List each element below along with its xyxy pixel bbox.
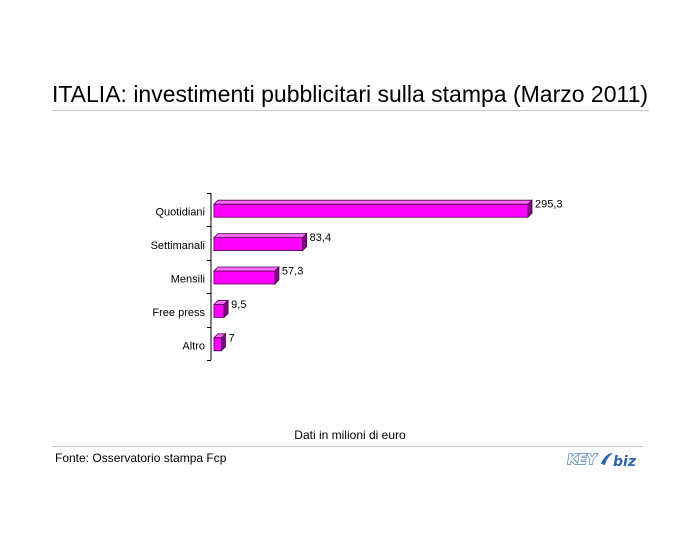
value-label: 83,4 [310, 232, 331, 244]
category-label: Settimanali [151, 240, 205, 252]
category-label: Altro [182, 340, 205, 352]
source-credit: Fonte: Osservatorio stampa Fcp [55, 451, 227, 465]
unit-note: Dati in milioni di euro [294, 428, 406, 442]
chart-title: ITALIA: investimenti pubblicitari sulla … [51, 81, 649, 107]
bar-4 [213, 337, 222, 352]
bar-side-2 [274, 266, 280, 285]
value-label: 9,5 [231, 299, 246, 311]
logo-key-text: KEY [565, 451, 598, 468]
logo-biz-text: biz [613, 454, 636, 470]
value-label: 57,3 [282, 266, 303, 278]
key4biz-logo: KEY biz [565, 450, 646, 474]
category-label: Free press [152, 307, 205, 319]
category-label: Mensili [171, 274, 205, 286]
category-label: Quotidiani [155, 207, 205, 219]
bar-0 [213, 203, 529, 218]
bar-top-1 [213, 233, 308, 239]
bar-side-4 [221, 332, 226, 352]
bar-3 [213, 303, 225, 318]
bar-side-3 [223, 299, 229, 319]
bar-top-2 [213, 266, 280, 272]
bar-top-0 [213, 199, 533, 205]
bar-side-0 [527, 199, 533, 219]
title-divider [52, 110, 649, 111]
footer-divider [52, 446, 643, 447]
logo-swoosh-icon [601, 453, 613, 465]
bar-side-1 [302, 232, 308, 252]
value-label: 7 [228, 332, 234, 344]
bar-1 [213, 237, 304, 252]
value-label: 295,3 [535, 199, 563, 211]
bar-2 [213, 270, 276, 285]
